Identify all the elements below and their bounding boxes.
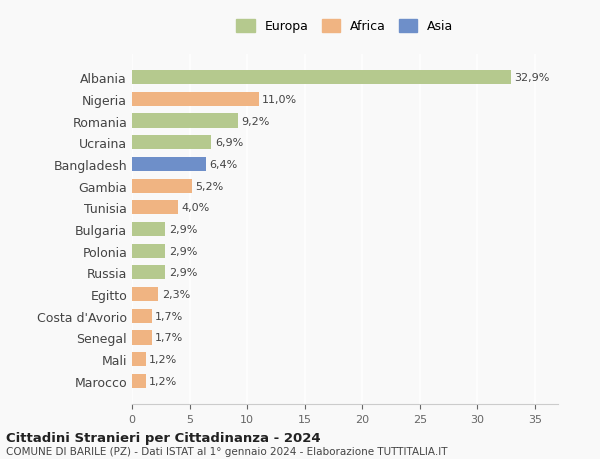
- Bar: [132, 201, 178, 215]
- Text: 2,3%: 2,3%: [162, 290, 190, 299]
- Text: 9,2%: 9,2%: [241, 116, 270, 126]
- Bar: [132, 244, 166, 258]
- Text: 6,9%: 6,9%: [215, 138, 243, 148]
- Bar: [132, 179, 192, 193]
- Text: 5,2%: 5,2%: [196, 181, 224, 191]
- Text: 2,9%: 2,9%: [169, 268, 197, 278]
- Bar: [132, 136, 211, 150]
- Text: 4,0%: 4,0%: [182, 203, 210, 213]
- Bar: [132, 266, 166, 280]
- Bar: [132, 71, 511, 85]
- Bar: [132, 223, 166, 236]
- Bar: [132, 93, 259, 106]
- Bar: [132, 157, 206, 172]
- Text: 6,4%: 6,4%: [209, 160, 238, 169]
- Bar: [132, 287, 158, 302]
- Text: COMUNE DI BARILE (PZ) - Dati ISTAT al 1° gennaio 2024 - Elaborazione TUTTITALIA.: COMUNE DI BARILE (PZ) - Dati ISTAT al 1°…: [6, 447, 448, 456]
- Text: 1,2%: 1,2%: [149, 354, 178, 364]
- Bar: [132, 374, 146, 388]
- Text: 2,9%: 2,9%: [169, 246, 197, 256]
- Legend: Europa, Africa, Asia: Europa, Africa, Asia: [233, 16, 457, 37]
- Text: 32,9%: 32,9%: [514, 73, 550, 83]
- Bar: [132, 114, 238, 129]
- Text: Cittadini Stranieri per Cittadinanza - 2024: Cittadini Stranieri per Cittadinanza - 2…: [6, 431, 320, 444]
- Bar: [132, 309, 152, 323]
- Bar: [132, 330, 152, 345]
- Text: 1,2%: 1,2%: [149, 376, 178, 386]
- Bar: [132, 353, 146, 366]
- Text: 1,7%: 1,7%: [155, 311, 183, 321]
- Text: 11,0%: 11,0%: [262, 95, 297, 105]
- Text: 1,7%: 1,7%: [155, 333, 183, 343]
- Text: 2,9%: 2,9%: [169, 224, 197, 235]
